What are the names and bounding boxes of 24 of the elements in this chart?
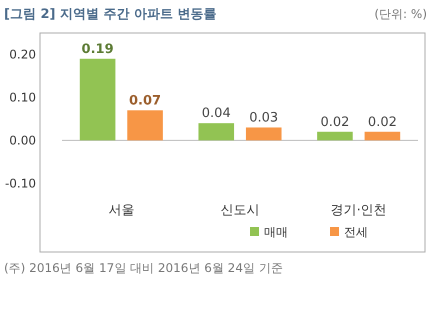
text: (주) 2016년 6월 17일 대비 2016년 6월 24일 기준 (4, 261, 283, 275)
bar (317, 132, 353, 140)
x-tick-label: 신도시 (220, 203, 260, 218)
data-label: 0.19 (82, 42, 114, 57)
y-tick-label: 0.10 (9, 90, 36, 105)
data-label: 0.02 (320, 114, 350, 130)
legend-label: 전세 (344, 225, 368, 239)
bar (80, 58, 116, 140)
x-tick-label: 경기·인천 (330, 203, 387, 218)
data-label: 0.02 (368, 114, 397, 130)
y-tick-label: -0.10 (4, 176, 36, 190)
chart-title: [그림 2] 지역별 주간 아파트 변동률 (4, 7, 217, 22)
text: (단위: %) (374, 7, 427, 21)
bar (246, 127, 282, 140)
y-tick-label: 0.20 (9, 48, 36, 62)
bar (364, 132, 400, 140)
x-tick-label: 서울 (108, 203, 134, 218)
data-label: 0.07 (129, 93, 162, 108)
data-label: 0.04 (202, 106, 231, 122)
data-label: 0.03 (249, 110, 278, 126)
y-tick-label: 0.00 (9, 134, 36, 148)
bar (198, 123, 234, 140)
legend-label: 매매 (264, 225, 288, 239)
bar (127, 110, 163, 140)
